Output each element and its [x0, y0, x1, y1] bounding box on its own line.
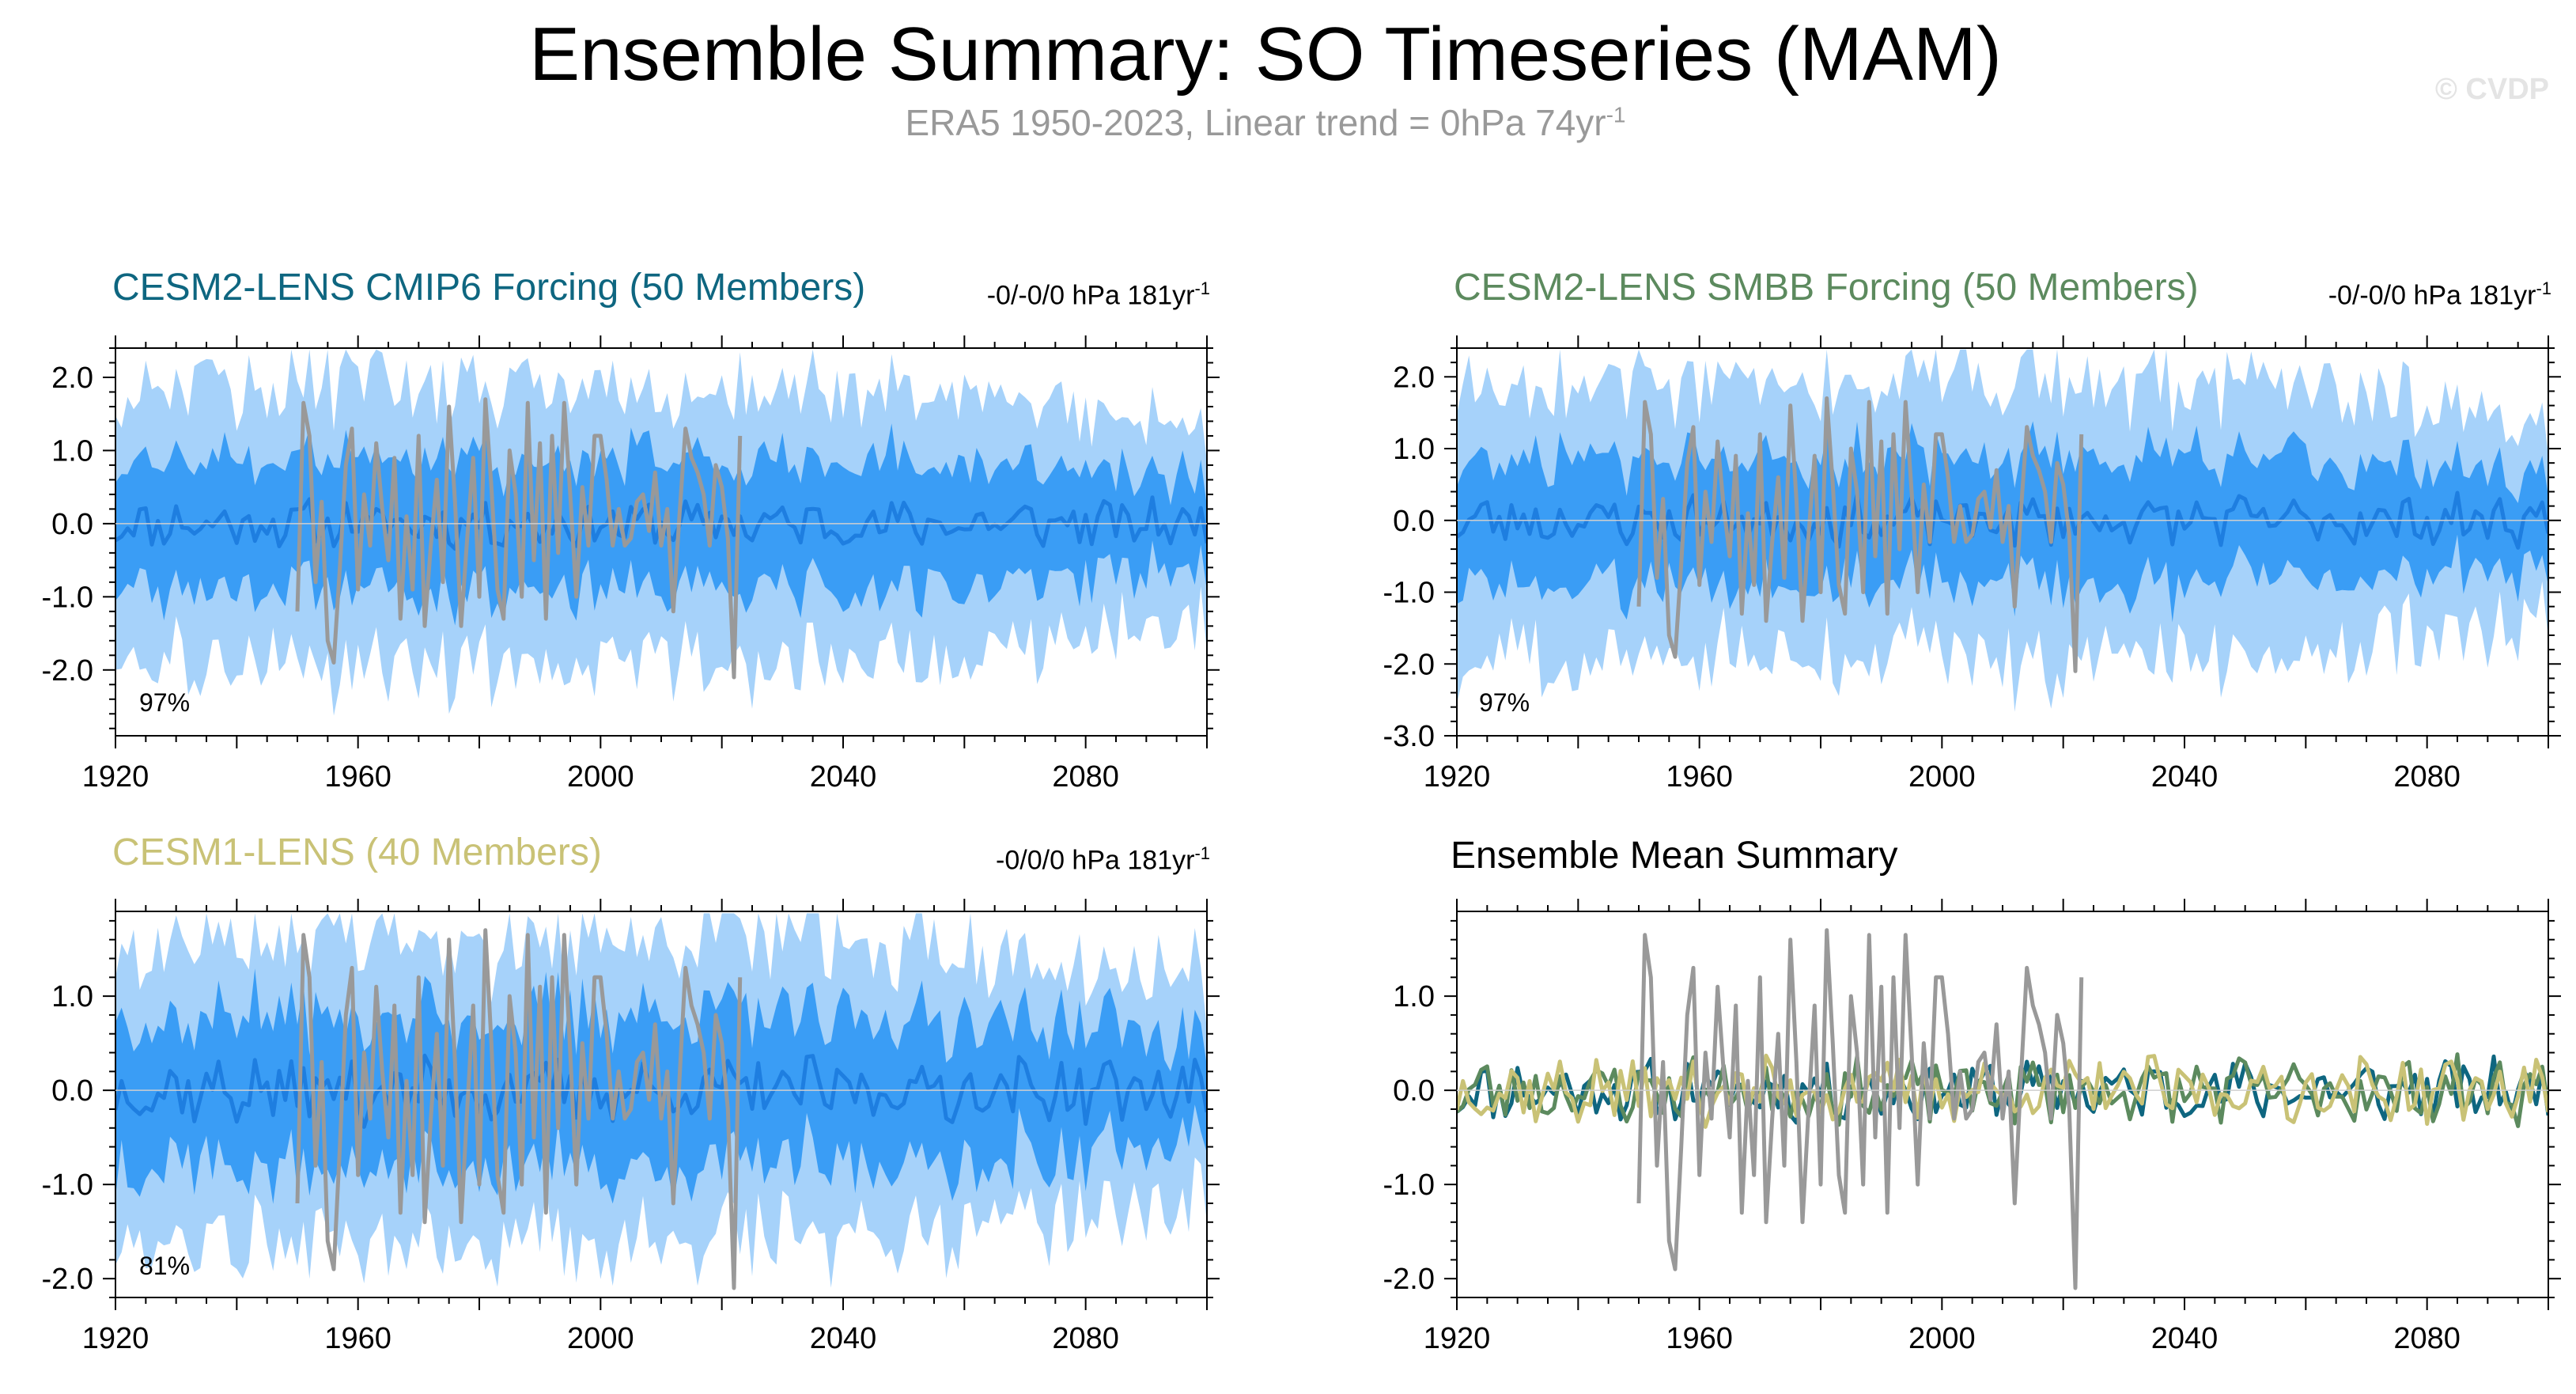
- y-tick-label: 2.0: [1393, 361, 1435, 394]
- x-tick-label: 1960: [324, 1322, 392, 1355]
- era5-observed-line: [1636, 928, 2084, 1290]
- axes: 1920 1960 2000 2040 2080 2.0 1.0 0.0 -1.0 -2.0 -3.…: [1383, 335, 2561, 794]
- x-tick-label: 2080: [2393, 760, 2461, 794]
- era5-observed-line: [295, 397, 743, 680]
- panel-title-cesm1: CESM1-LENS (40 Members): [112, 831, 602, 873]
- panel-title-summary: Ensemble Mean Summary: [1451, 835, 1898, 877]
- x-tick-label: 2080: [1052, 760, 1119, 794]
- y-tick-label: -1.0: [1383, 577, 1435, 610]
- percent-label-smbb: 97%: [1479, 688, 1530, 717]
- trend-exponent: -1: [1194, 278, 1210, 298]
- x-tick-label: 2080: [2393, 1322, 2461, 1355]
- y-tick-label: 1.0: [1393, 433, 1435, 466]
- x-tick-label: 2000: [567, 760, 634, 794]
- x-tick-label: 1920: [1424, 760, 1491, 794]
- trend-text: -0/0/0 hPa 181yr: [996, 845, 1195, 876]
- y-tick-label: 1.0: [1393, 980, 1435, 1013]
- y-tick-label: -1.0: [42, 581, 93, 614]
- y-tick-label: 0.0: [1393, 1074, 1435, 1108]
- panel-trend-smbb: -0/-0/0 hPa 181yr-1: [2219, 278, 2551, 311]
- x-tick-label: 2040: [2151, 1322, 2219, 1355]
- y-tick-label: -1.0: [42, 1169, 93, 1202]
- plot-area: [1457, 349, 2548, 712]
- percent-label-cesm1: 81%: [139, 1252, 191, 1280]
- cvdp-watermark: © CVDP: [2434, 73, 2549, 106]
- era5-observed-line: [295, 928, 743, 1290]
- plot-area: [115, 349, 1207, 716]
- trend-exponent: -1: [1194, 843, 1210, 863]
- subtitle: ERA5 1950-2023, Linear trend = 0hPa 74yr…: [0, 101, 2531, 144]
- plot-area: [115, 913, 1207, 1290]
- panel-trend-cesm1: -0/0/0 hPa 181yr-1: [878, 843, 1210, 876]
- y-tick-label: -2.0: [1383, 648, 1435, 681]
- x-tick-label: 1920: [82, 760, 149, 794]
- trend-exponent: -1: [2536, 278, 2551, 298]
- trend-text: -0/-0/0 hPa 181yr: [986, 280, 1195, 311]
- x-tick-label: 2040: [810, 1322, 877, 1355]
- y-tick-label: 1.0: [51, 434, 93, 468]
- y-tick-label: -1.0: [1383, 1169, 1435, 1202]
- y-tick-label: -2.0: [42, 1263, 93, 1296]
- x-tick-label: 1920: [82, 1322, 149, 1355]
- y-tick-label: 0.0: [51, 1074, 93, 1108]
- panel-title-cmip6: CESM2-LENS CMIP6 Forcing (50 Members): [112, 267, 866, 309]
- axes: 1920 1960 2000 2040 2080 1.0 0.0 -1.0 -2.0: [1383, 899, 2561, 1355]
- x-tick-label: 1960: [324, 760, 392, 794]
- x-tick-label: 1960: [1666, 1322, 1733, 1355]
- x-tick-label: 2080: [1052, 1322, 1119, 1355]
- y-tick-label: 0.0: [51, 508, 93, 541]
- y-tick-label: -3.0: [1383, 720, 1435, 753]
- x-tick-label: 2040: [2151, 760, 2219, 794]
- subtitle-exponent: -1: [1606, 102, 1626, 127]
- y-tick-label: 1.0: [51, 980, 93, 1013]
- era5-observed-line: [1636, 396, 2084, 673]
- y-tick-label: 0.0: [1393, 505, 1435, 538]
- x-tick-label: 2000: [1908, 1322, 1976, 1355]
- plot-area: [1457, 928, 2548, 1290]
- inner-spread-band: [115, 968, 1207, 1204]
- trend-text: -0/-0/0 hPa 181yr: [2328, 280, 2536, 311]
- axes: 1920 1960 2000 2040 2080 2.0 1.0 0.0 -1.0 -2.0: [42, 335, 1220, 794]
- axes: 1920 1960 2000 2040 2080 1.0 0.0 -1.0 -2.0: [42, 899, 1220, 1355]
- y-tick-label: 2.0: [51, 362, 93, 395]
- panel-trend-cmip6: -0/-0/0 hPa 181yr-1: [878, 278, 1210, 311]
- subtitle-text: ERA5 1950-2023, Linear trend = 0hPa 74yr: [905, 102, 1606, 143]
- x-tick-label: 2040: [810, 760, 877, 794]
- y-tick-label: -2.0: [1383, 1263, 1435, 1296]
- x-tick-label: 1960: [1666, 760, 1733, 794]
- panel-title-smbb: CESM2-LENS SMBB Forcing (50 Members): [1454, 267, 2199, 309]
- y-tick-label: -2.0: [42, 654, 93, 688]
- percent-label-cmip6: 97%: [139, 688, 191, 717]
- x-tick-label: 1920: [1424, 1322, 1491, 1355]
- main-title: Ensemble Summary: SO Timeseries (MAM): [529, 12, 2002, 97]
- x-tick-label: 2000: [1908, 760, 1976, 794]
- x-tick-label: 2000: [567, 1322, 634, 1355]
